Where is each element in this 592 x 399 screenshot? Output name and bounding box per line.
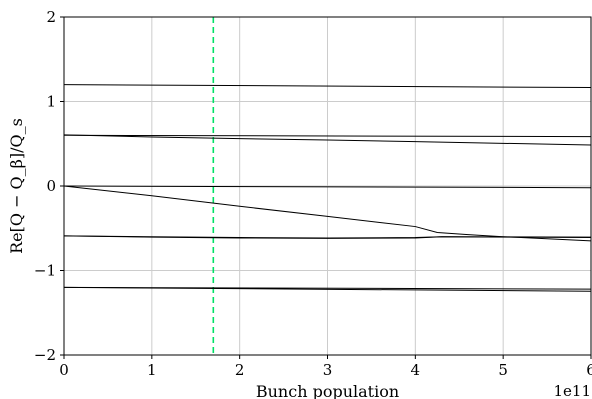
x-tick-label: 0 <box>59 361 69 379</box>
y-tick-label: −1 <box>34 262 56 280</box>
series-group <box>63 84 592 292</box>
series-line-1 <box>63 84 592 89</box>
series-line-2 <box>63 134 592 138</box>
series-line-7 <box>63 235 592 239</box>
series-line-4 <box>63 185 592 189</box>
y-axis-label: Re[Q − Q_β]/Q_s <box>7 118 26 254</box>
series-line-5 <box>63 185 592 242</box>
series-line-3 <box>63 134 592 146</box>
series-line-9 <box>63 286 592 292</box>
x-axis: 0 1 2 3 4 5 6 <box>59 355 592 379</box>
x-tick-label: 2 <box>235 361 245 379</box>
y-axis: −2 −1 0 1 2 <box>34 8 64 364</box>
y-tick-label: −2 <box>34 346 56 364</box>
y-tick-label: 1 <box>46 93 56 111</box>
x-tick-label: 5 <box>498 361 508 379</box>
x-tick-label: 6 <box>586 361 592 379</box>
y-tick-label: 0 <box>46 177 56 195</box>
x-tick-label: 3 <box>323 361 333 379</box>
x-axis-label: Bunch population <box>256 382 399 399</box>
x-axis-multiplier: 1e11 <box>553 382 591 399</box>
x-tick-label: 1 <box>147 361 157 379</box>
x-tick-label: 4 <box>411 361 421 379</box>
y-tick-label: 2 <box>46 8 56 26</box>
